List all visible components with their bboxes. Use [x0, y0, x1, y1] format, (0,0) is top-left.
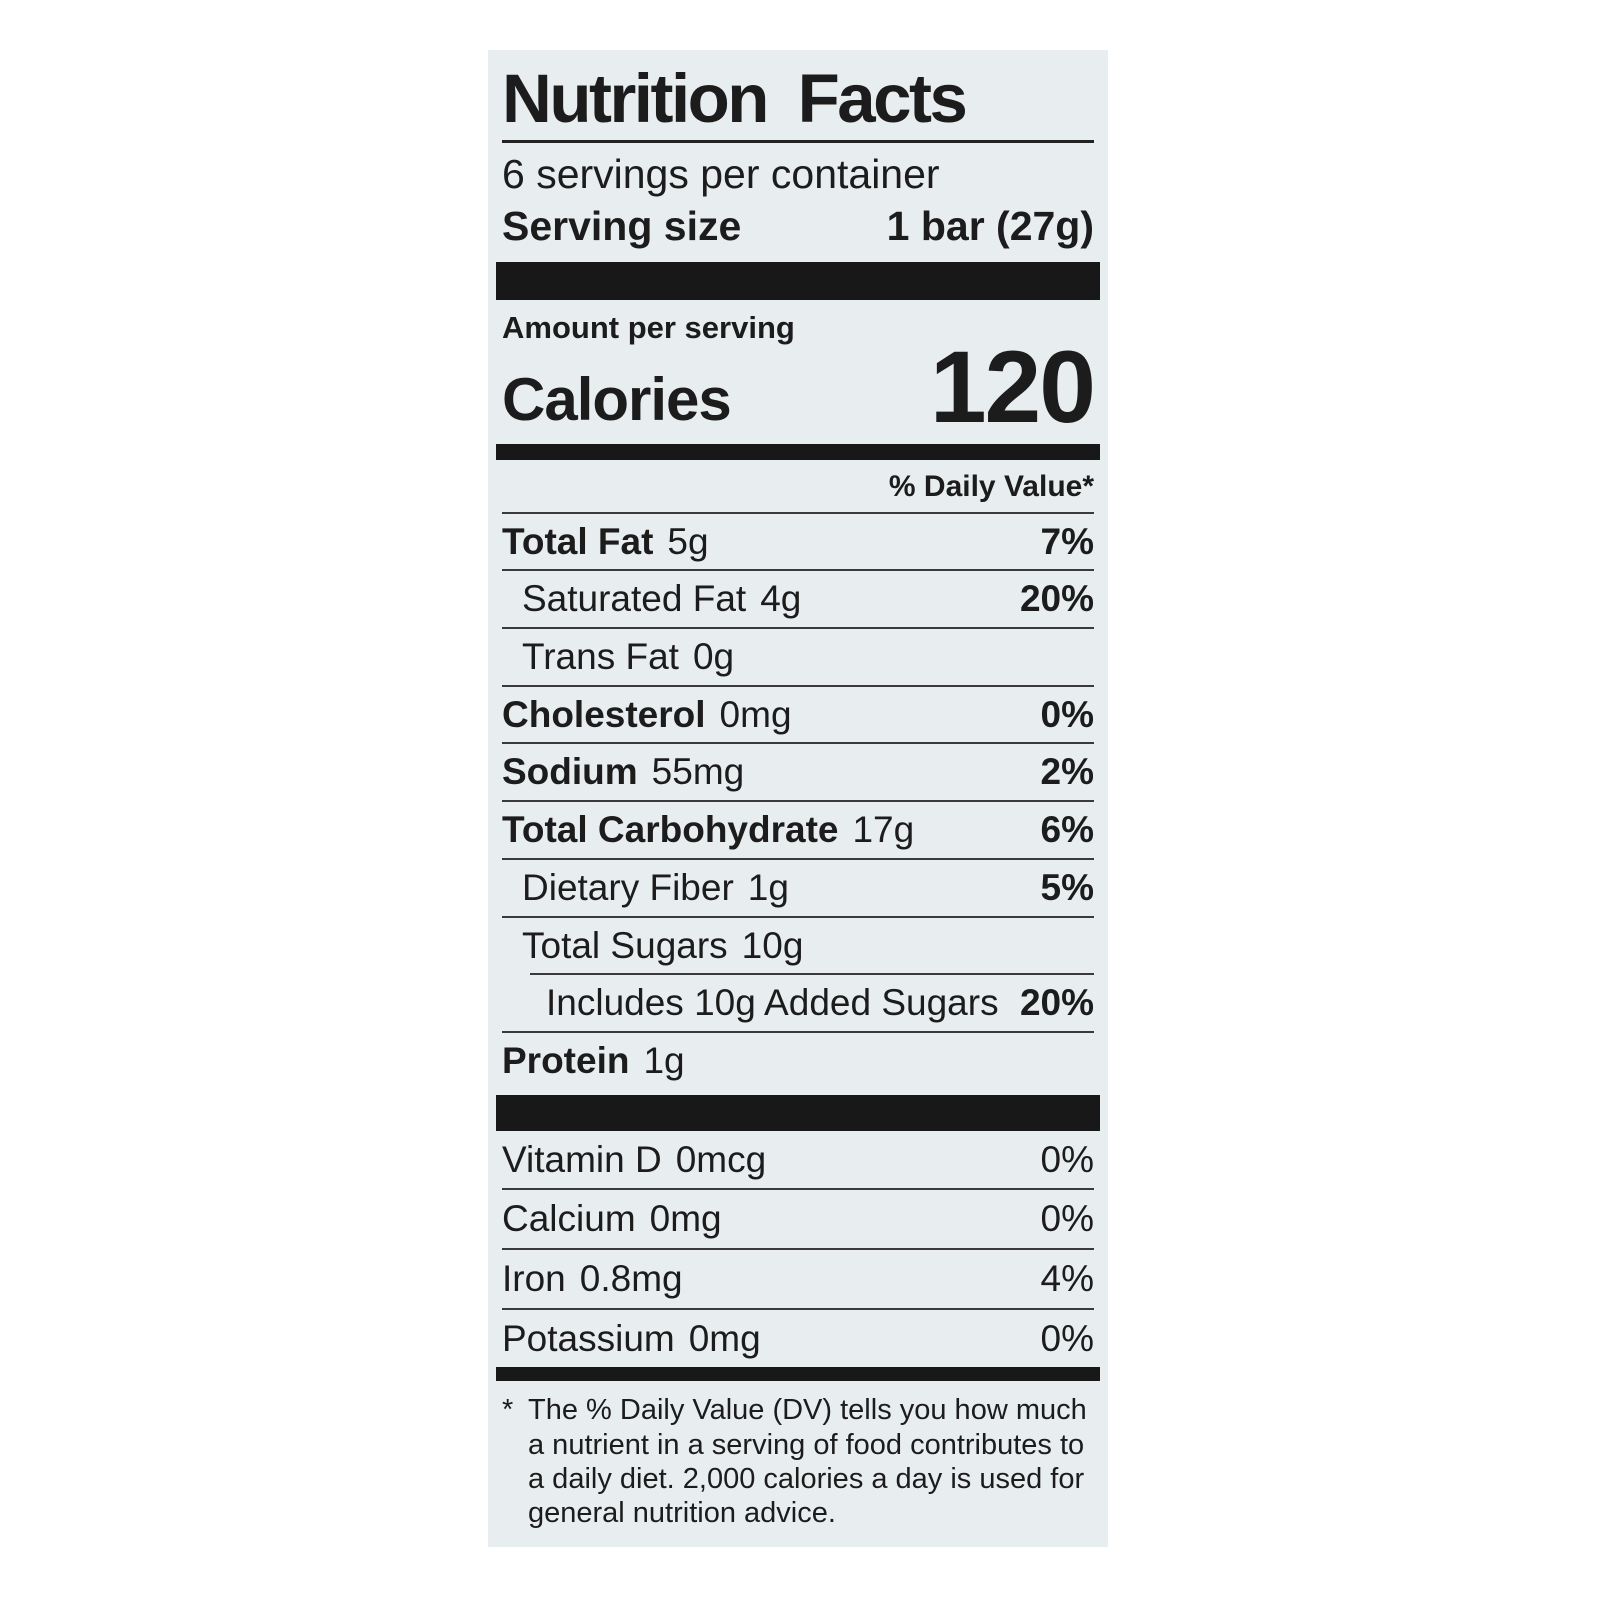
serving-size-label: Serving size	[502, 202, 742, 249]
nutrient-amount: 55mg	[651, 751, 745, 793]
nutrient-name: Protein	[502, 1039, 630, 1081]
calories-label: Calories	[502, 365, 732, 433]
nutrient-name: Total Fat	[502, 520, 654, 562]
nutrient-daily-value: 6%	[1040, 809, 1094, 851]
amount-per-serving-label: Amount per serving	[502, 309, 795, 345]
divider	[502, 1188, 1094, 1191]
nutrient-amount: 1g	[643, 1039, 685, 1081]
nutrient-amount: 0mg	[688, 1317, 761, 1359]
nutrient-daily-value: 0%	[1040, 1198, 1094, 1240]
nutrient-amount: 17g	[852, 809, 915, 851]
divider	[502, 1030, 1094, 1033]
nutrient-row-dietary-fiber: Dietary Fiber 1g 5%	[502, 860, 1094, 916]
nutrient-row-total-fat: Total Fat 5g 7%	[502, 514, 1094, 570]
nutrient-row-vitamin-d: Vitamin D 0mcg 0%	[502, 1131, 1094, 1189]
nutrient-row-iron: Iron 0.8mg 4%	[502, 1250, 1094, 1308]
label-title: Nutrition Facts	[502, 60, 968, 137]
divider	[502, 511, 1094, 514]
nutrient-name: Includes 10g Added Sugars	[546, 982, 999, 1024]
divider	[502, 857, 1094, 860]
nutrient-daily-value: 20%	[1019, 578, 1094, 620]
servings-per-container: 6 servings per container	[502, 151, 940, 198]
serving-size-row: Serving size 1 bar (27g)	[502, 203, 1094, 250]
nutrient-name: Dietary Fiber	[522, 866, 734, 908]
nutrient-amount: 0.8mg	[579, 1257, 683, 1299]
nutrient-row-added-sugars: Includes 10g Added Sugars 20%	[502, 975, 1094, 1031]
nutrient-row-protein: Protein 1g	[502, 1033, 1094, 1089]
calories-row: Calories 120	[502, 330, 1096, 445]
nutrient-row-saturated-fat: Saturated Fat 4g 20%	[502, 571, 1094, 627]
daily-value-header: % Daily Value*	[888, 469, 1094, 503]
nutrient-daily-value: 7%	[1040, 520, 1094, 562]
micronutrients-section: Vitamin D 0mcg 0% Calcium 0mg 0% Iron 0.…	[502, 1131, 1094, 1368]
footnote-asterisk: *	[502, 1394, 514, 1427]
nutrient-name: Total Sugars	[522, 924, 728, 966]
title-divider	[502, 140, 1094, 144]
medium-rule-footnote	[496, 1367, 1100, 1382]
nutrient-name: Sodium	[502, 751, 638, 793]
nutrient-amount: 0mg	[649, 1198, 722, 1240]
nutrient-amount: 10g	[741, 924, 804, 966]
nutrient-name: Saturated Fat	[522, 578, 747, 620]
medium-rule-calories	[496, 443, 1100, 460]
nutrient-amount: 1g	[747, 866, 789, 908]
footnote: * The % Daily Value (DV) tells you how m…	[502, 1393, 1094, 1530]
nutrient-name: Iron	[502, 1257, 566, 1299]
nutrient-row-total-carbohydrate: Total Carbohydrate 17g 6%	[502, 802, 1094, 858]
nutrient-daily-value: 4%	[1040, 1257, 1094, 1299]
divider	[502, 800, 1094, 803]
nutrient-daily-value: 5%	[1040, 866, 1094, 908]
nutrition-facts-label: Nutrition Facts 6 servings per container…	[488, 50, 1108, 1547]
footnote-text: The % Daily Value (DV) tells you how muc…	[528, 1394, 1087, 1529]
divider	[502, 742, 1094, 745]
nutrient-amount: 4g	[760, 578, 802, 620]
nutrient-amount: 0mg	[719, 693, 792, 735]
nutrient-name: Trans Fat	[522, 636, 679, 678]
thick-rule-protein	[496, 1094, 1100, 1131]
nutrient-name: Potassium	[502, 1317, 675, 1359]
nutrient-row-potassium: Potassium 0mg 0%	[502, 1310, 1094, 1368]
nutrient-row-sodium: Sodium 55mg 2%	[502, 744, 1094, 800]
serving-size-value: 1 bar (27g)	[886, 202, 1094, 249]
nutrient-name: Calcium	[502, 1198, 636, 1240]
divider-indented	[530, 973, 1094, 976]
nutrient-amount: 5g	[667, 520, 709, 562]
nutrient-daily-value: 0%	[1040, 693, 1094, 735]
divider	[502, 1307, 1094, 1310]
nutrient-amount: 0g	[692, 636, 735, 678]
nutrient-row-total-sugars: Total Sugars 10g	[502, 918, 1094, 974]
nutrient-daily-value: 2%	[1040, 751, 1094, 793]
thick-rule-top	[496, 261, 1100, 300]
divider	[502, 915, 1094, 918]
nutrient-daily-value: 20%	[1019, 982, 1094, 1024]
nutrient-daily-value: 0%	[1040, 1138, 1094, 1180]
nutrient-name: Total Carbohydrate	[502, 809, 839, 851]
calories-value: 120	[929, 330, 1096, 445]
nutrient-row-trans-fat: Trans Fat 0g	[502, 629, 1094, 685]
divider	[502, 1247, 1094, 1250]
nutrient-row-calcium: Calcium 0mg 0%	[502, 1190, 1094, 1248]
nutrient-name: Vitamin D	[502, 1138, 662, 1180]
nutrient-name: Cholesterol	[502, 693, 706, 735]
nutrient-amount: 0mcg	[675, 1138, 767, 1180]
divider	[502, 684, 1094, 687]
divider	[502, 627, 1094, 630]
nutrient-daily-value: 0%	[1040, 1317, 1094, 1359]
divider	[502, 569, 1094, 572]
nutrient-row-cholesterol: Cholesterol 0mg 0%	[502, 687, 1094, 743]
